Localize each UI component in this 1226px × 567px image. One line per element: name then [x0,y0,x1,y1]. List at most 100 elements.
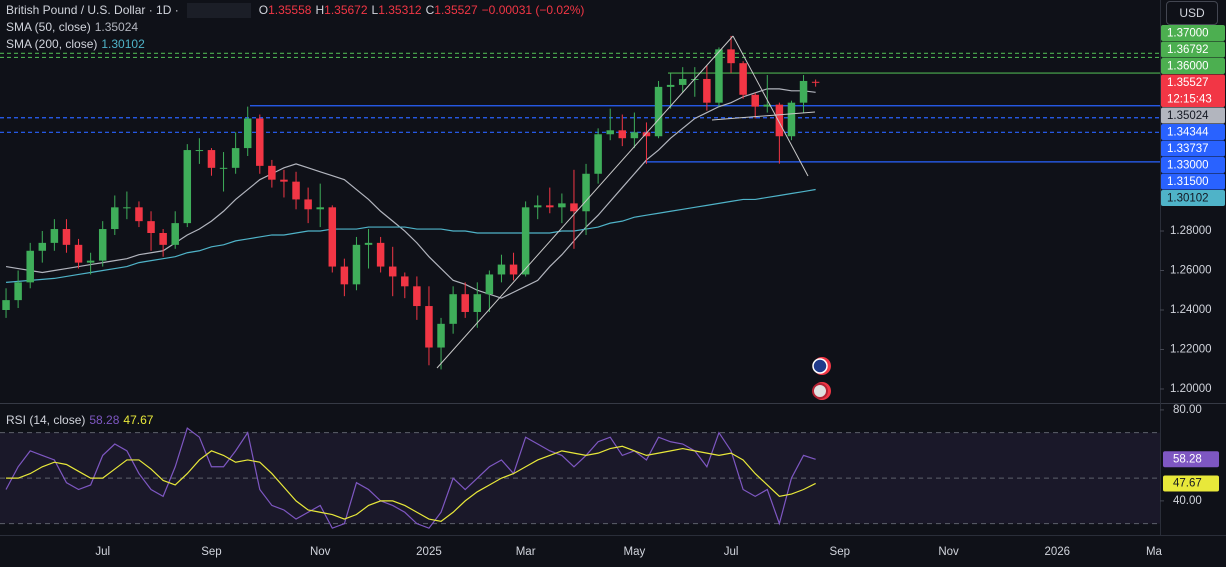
x-tick-label: Nov [310,546,331,558]
key: H [315,3,325,17]
candle-body [183,150,192,224]
legend-name: RSI (14, close) [6,413,86,427]
candle-body [775,104,784,137]
x-tick-label: Ma [1146,546,1163,558]
rsi-line [6,445,816,522]
value: 1.35672 [324,3,368,17]
price-label-box [1161,58,1225,74]
candle-body [256,118,264,166]
x-tick-label: Mar [516,546,536,558]
ohlc-open: O1.35558 [259,3,312,18]
trendline [436,35,734,369]
y-tick-label: 1.20000 [1170,383,1212,395]
key: L [371,3,379,17]
candle-body [715,49,723,103]
key: O [258,3,269,17]
price-label-box [1161,140,1225,157]
candle-body [521,207,530,275]
sma-line [5,88,816,299]
candle-body [799,80,808,103]
legend-value: 1.35024 [94,20,139,34]
candle-body [280,179,288,182]
candle-body [582,173,590,212]
candle-body [74,244,83,263]
candle-body [630,132,639,139]
price-label: 1.33737 [1167,143,1209,155]
candle-body [811,81,820,83]
change: −0.00031 (−0.02%) [481,3,585,17]
legend-value: 47.67 [123,413,154,427]
candle-body [570,203,578,212]
candle-body [449,294,457,324]
symbol-legend: British Pound / U.S. Dollar · 1D · O1.35… [6,3,584,18]
candle-body [62,229,71,245]
candle-body [703,78,711,103]
candle-body [135,207,143,222]
price-label-box [1161,124,1225,140]
key: C [425,3,435,17]
candle-body [328,207,337,267]
value: 1.35558 [268,3,312,17]
price-label: 1.34344 [1167,127,1209,139]
sma50-legend: SMA (50, close) 1.35024 [6,20,138,34]
candle-body [546,205,554,208]
ohlc-high: H1.35672 [315,3,367,18]
candle-body [50,229,59,243]
x-tick-label: Sep [830,546,850,558]
x-tick-label: Nov [938,546,959,558]
candle-body [437,323,445,348]
price-label: 1.36000 [1167,61,1209,73]
rsi-label: 58.28 [1173,453,1202,465]
candle-body [461,294,469,312]
legend-name: SMA (200, close) [6,37,98,51]
candle-body [618,130,627,139]
value: 1.35312 [378,3,422,17]
price-label-box [1161,107,1225,124]
candle-body [304,199,312,210]
y-tick-label: 1.22000 [1170,344,1212,356]
rsi-label-box [1163,475,1219,492]
drawings [436,35,816,369]
x-tick-label: Sep [201,546,221,558]
candle-body [111,207,119,230]
price-label-box [1161,190,1225,206]
candle-body [533,205,542,208]
trendline [711,111,816,121]
event-flags [812,357,831,400]
y-tick-label: 40.00 [1173,495,1202,507]
x-tick-label: May [624,546,646,558]
x-tick-label: 2025 [416,546,442,558]
candle-body [123,207,131,209]
rsi-label: 47.67 [1173,477,1202,489]
candle-body [207,150,216,168]
legend-name: SMA (50, close) [6,20,91,34]
price-label: 1.35527 [1167,77,1209,89]
candle-body [642,132,651,137]
y-tick-label: 1.24000 [1170,304,1212,316]
currency-button[interactable]: USD [1166,1,1218,25]
rsi-label-box [1163,451,1219,468]
price-label: 1.36792 [1167,44,1209,56]
candle-body [352,244,361,285]
x-tick-label: 2026 [1044,546,1070,558]
price-label: 1.37000 [1167,28,1209,40]
candle-body [219,167,228,169]
candle-body [485,274,494,295]
candle-body [497,264,506,275]
candle-body [763,104,772,107]
y-tick-label: 1.28000 [1170,225,1212,237]
candle-body [678,78,687,85]
candle-body [38,242,47,251]
candle-body [413,286,421,307]
x-tick-label: Jul [95,546,110,558]
candle-body [509,264,518,275]
candle-body [364,242,373,245]
price-label-box [1161,173,1225,190]
candle-body [558,203,566,208]
sma200-legend: SMA (200, close) 1.30102 [6,37,145,51]
value: 1.35527 [434,3,478,17]
candle-body [594,134,602,174]
